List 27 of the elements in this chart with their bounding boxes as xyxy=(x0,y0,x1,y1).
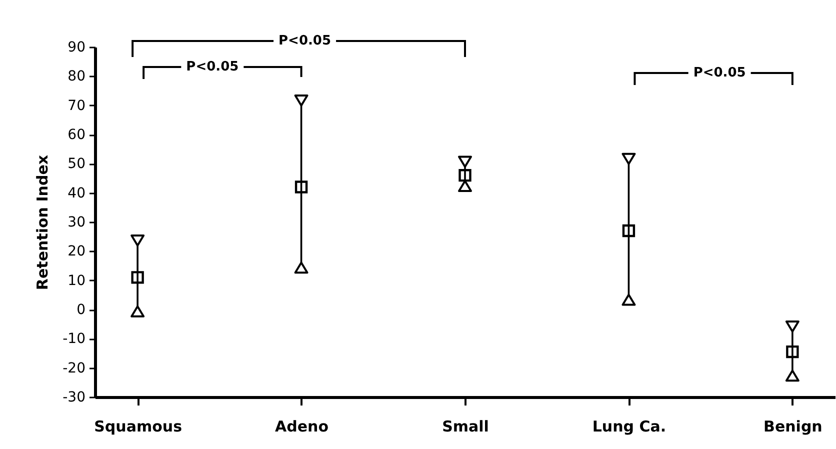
point xyxy=(622,224,636,238)
point xyxy=(294,180,308,194)
y-tick-label: -20 xyxy=(62,360,86,376)
y-axis-title: Retention Index xyxy=(34,154,52,290)
x-tick-label: Squamous xyxy=(94,418,182,436)
y-tick-label: 70 xyxy=(68,98,86,114)
x-tick-label: Lung Ca. xyxy=(592,418,666,436)
y-tick-label: 50 xyxy=(68,156,86,172)
annotation: P<0.05 xyxy=(278,34,332,48)
annotation: P<0.05 xyxy=(693,66,746,80)
point xyxy=(458,168,472,182)
y-tick-label: 10 xyxy=(68,272,86,289)
y-tick-label: 20 xyxy=(68,244,86,260)
x-tick-label: Small xyxy=(442,418,489,436)
x-tick-label: Adeno xyxy=(275,418,329,436)
y-tick-label: -10 xyxy=(62,331,86,348)
annotation: P<0.05 xyxy=(186,60,239,74)
x-tick-label: Benign xyxy=(764,418,822,436)
point xyxy=(786,345,799,358)
point xyxy=(131,271,144,284)
y-tick-label: 80 xyxy=(68,68,86,85)
y-tick-label: 0 xyxy=(76,302,86,318)
y-tick-label: -30 xyxy=(62,390,86,406)
y-tick-label: 90 xyxy=(68,40,86,56)
y-tick-label: 60 xyxy=(68,127,86,143)
y-tick-label: 40 xyxy=(68,185,86,202)
y-tick-label: 30 xyxy=(68,214,86,230)
